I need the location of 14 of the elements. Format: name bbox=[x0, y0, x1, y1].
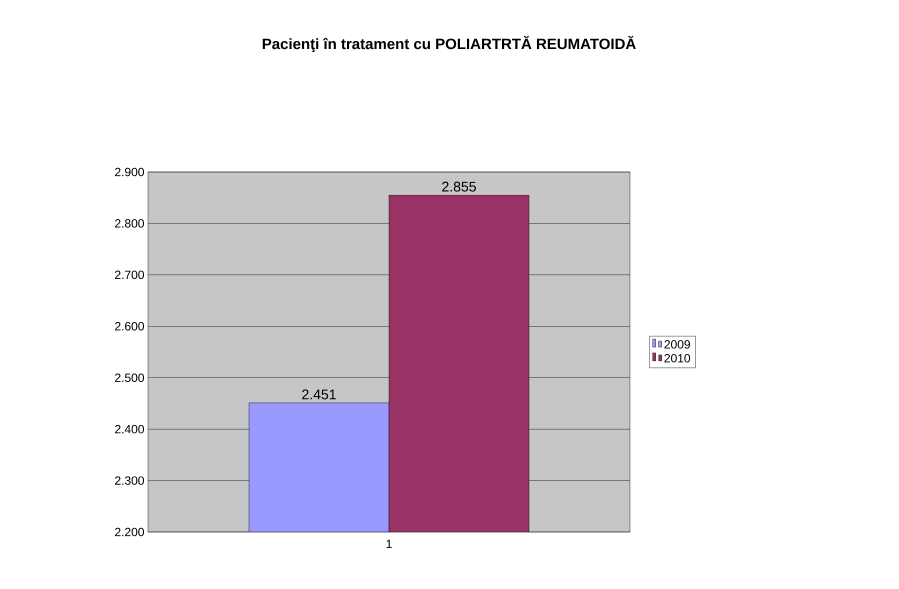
y-tick-label: 2.500 bbox=[115, 373, 144, 382]
y-tick-label: 2.700 bbox=[115, 270, 144, 280]
y-tick-label: 2.300 bbox=[115, 476, 144, 485]
y-tick-label: 2.200 bbox=[115, 528, 144, 536]
legend-label: 2009 bbox=[664, 340, 690, 349]
y-tick-label: 2.400 bbox=[115, 424, 144, 434]
data-label: 2.855 bbox=[442, 182, 476, 192]
legend-label: 2010 bbox=[664, 354, 690, 362]
y-tick-label: 2.600 bbox=[115, 322, 144, 331]
y-tick-label: 2.800 bbox=[115, 219, 144, 228]
y-tick-label: 2.900 bbox=[115, 168, 144, 176]
x-tick-label: 1 bbox=[386, 540, 392, 548]
data-label: 2.451 bbox=[302, 389, 336, 400]
chart-title: Pacienţi în tratament cu POLIARTRTĂ REUMATOIDĂ bbox=[262, 36, 636, 52]
